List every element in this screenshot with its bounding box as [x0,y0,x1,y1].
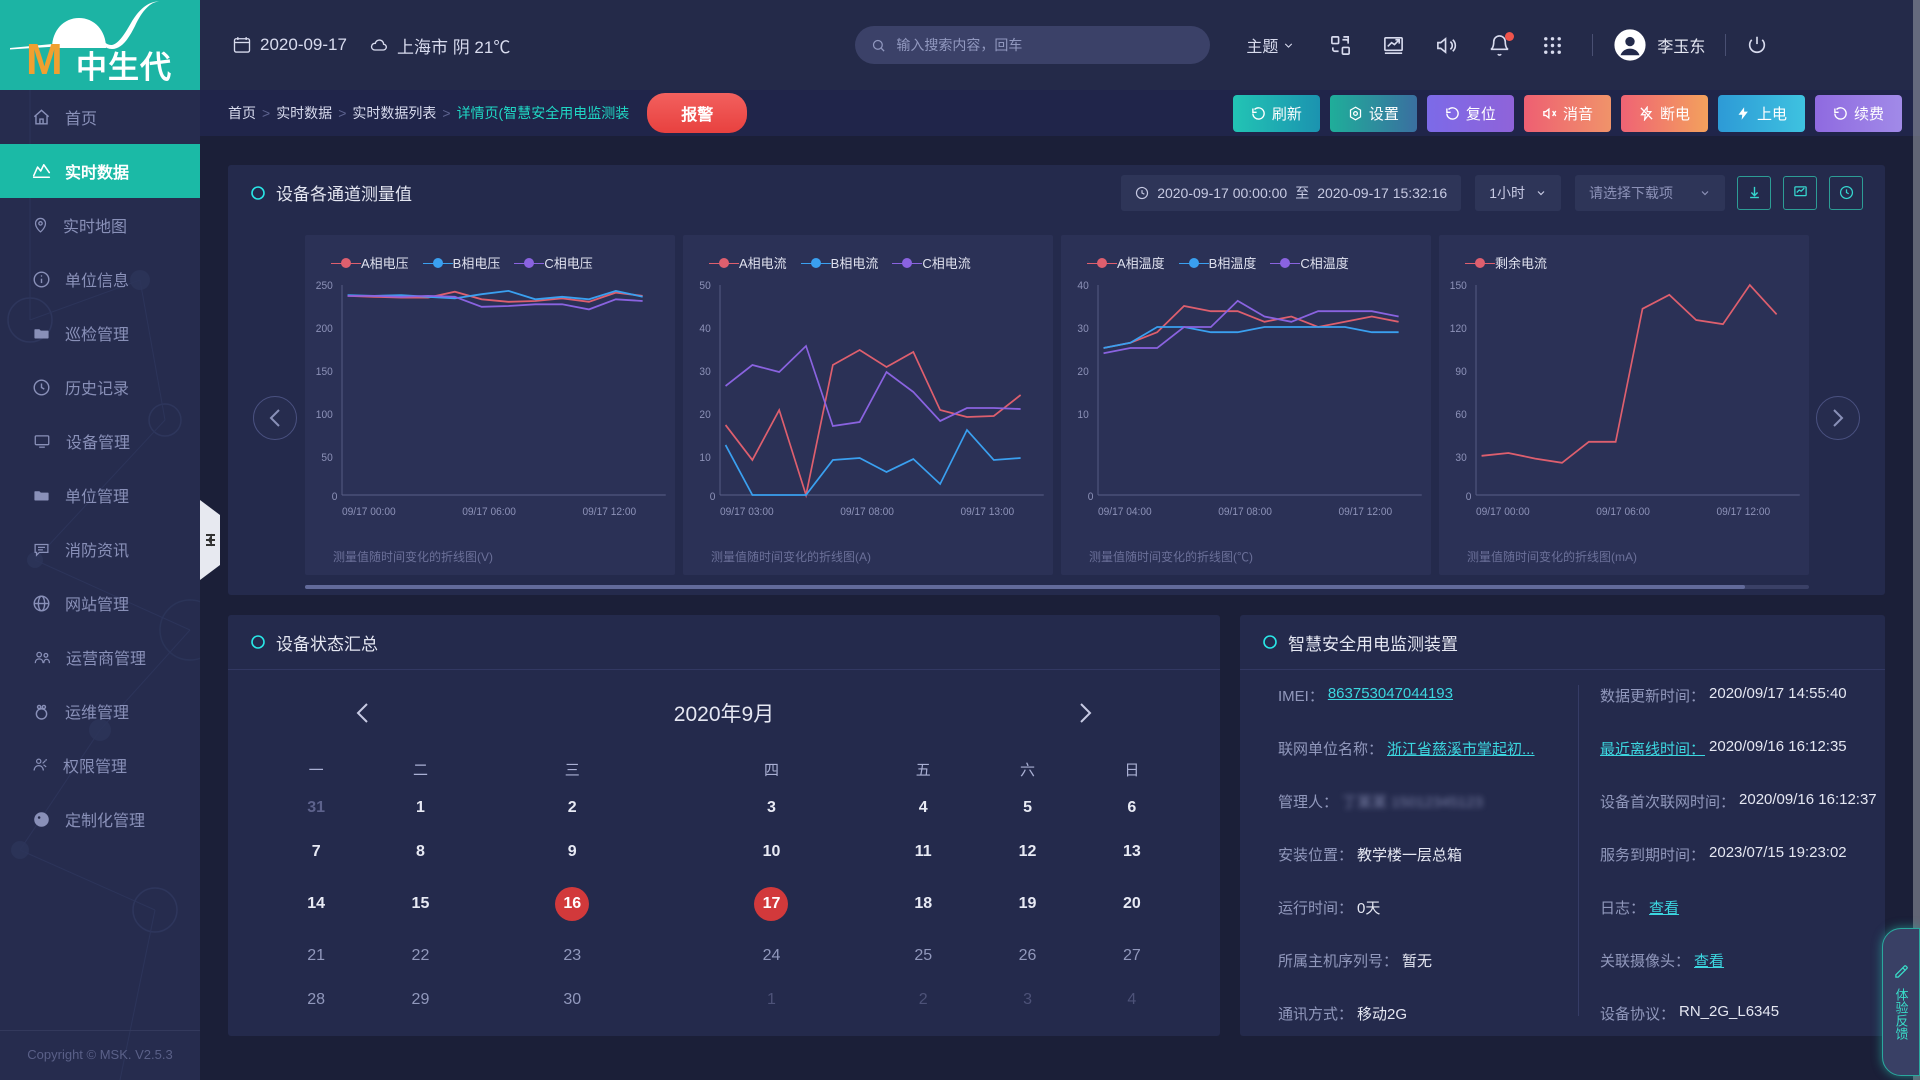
svg-text:0: 0 [1466,491,1472,503]
svg-text:0: 0 [332,491,338,503]
svg-text:200: 200 [316,323,333,335]
svg-text:40: 40 [1077,280,1088,292]
svg-text:09/17 13:00: 09/17 13:00 [961,506,1015,518]
svg-text:0: 0 [710,491,716,503]
svg-text:50: 50 [321,452,332,464]
svg-text:40: 40 [699,323,710,335]
svg-text:20: 20 [1077,366,1088,378]
svg-text:100: 100 [316,409,333,421]
svg-text:10: 10 [699,452,710,464]
svg-text:30: 30 [699,366,710,378]
svg-text:09/17 00:00: 09/17 00:00 [342,506,396,518]
svg-text:120: 120 [1450,323,1467,335]
svg-text:20: 20 [699,409,710,421]
svg-text:10: 10 [1077,409,1088,421]
svg-text:250: 250 [316,280,333,292]
svg-text:09/17 08:00: 09/17 08:00 [840,506,894,518]
svg-text:09/17 12:00: 09/17 12:00 [1339,506,1393,518]
svg-text:150: 150 [316,366,333,378]
svg-text:09/17 06:00: 09/17 06:00 [1596,506,1650,518]
svg-text:90: 90 [1455,366,1466,378]
svg-text:60: 60 [1455,409,1466,421]
svg-text:30: 30 [1455,452,1466,464]
svg-text:0: 0 [1088,491,1094,503]
svg-text:09/17 12:00: 09/17 12:00 [1717,506,1771,518]
svg-text:09/17 08:00: 09/17 08:00 [1218,506,1272,518]
svg-text:50: 50 [699,280,710,292]
svg-text:30: 30 [1077,323,1088,335]
svg-text:09/17 03:00: 09/17 03:00 [720,506,774,518]
svg-text:09/17 00:00: 09/17 00:00 [1476,506,1530,518]
svg-text:09/17 12:00: 09/17 12:00 [583,506,637,518]
svg-text:09/17 06:00: 09/17 06:00 [462,506,516,518]
svg-text:09/17 04:00: 09/17 04:00 [1098,506,1152,518]
svg-text:150: 150 [1450,280,1467,292]
